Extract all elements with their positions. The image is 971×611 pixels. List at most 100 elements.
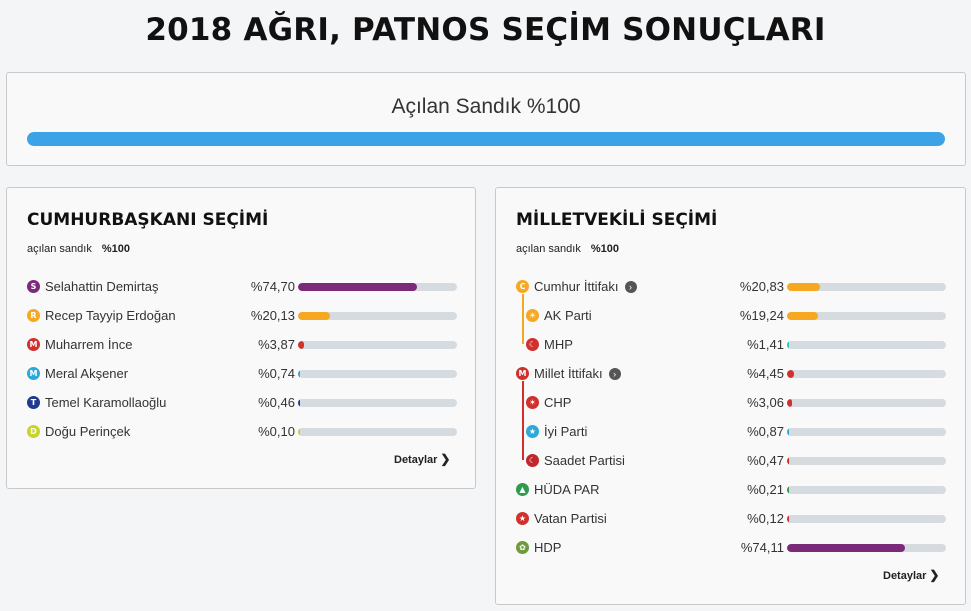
alliance-name: Cumhur İttifakı › (534, 279, 637, 294)
party-row: ★ Vatan Partisi %0,12 (516, 504, 946, 533)
party-vote-fill (787, 311, 818, 320)
name-text: HÜDA PAR (534, 482, 600, 497)
presidential-details-link[interactable]: Detaylar ❯ (394, 452, 450, 466)
party-vote-fill (787, 340, 790, 349)
party-name: AK Parti (544, 308, 592, 323)
candidate-vote-fill (298, 427, 300, 436)
candidate-row: M Meral Akşener %0,74 (27, 359, 457, 388)
alliance-branch-line (522, 381, 524, 460)
candidate-name: Recep Tayyip Erdoğan (45, 308, 176, 323)
party-vote-bar (787, 398, 946, 407)
candidate-row: D Doğu Perinçek %0,10 (27, 417, 457, 446)
party-logo-icon: ▲ (516, 483, 529, 496)
party-row: ▲ HÜDA PAR %0,21 (516, 475, 946, 504)
candidate-percent: %74,70 (250, 279, 295, 294)
presidential-title: CUMHURBAŞKANI SEÇİMİ (27, 210, 269, 230)
ballot-status-value: %100 (590, 243, 619, 255)
party-vote-fill (787, 485, 789, 494)
parliament-details-link[interactable]: Detaylar ❯ (883, 568, 939, 582)
candidate-initial-icon: R (27, 309, 40, 322)
ballot-progress-card: Açılan Sandık %100 (6, 72, 966, 166)
party-percent: %0,12 (747, 511, 784, 526)
chevron-right-icon: ❯ (440, 452, 451, 466)
party-logo-icon: C (516, 280, 529, 293)
alliance-branch-line (522, 294, 524, 344)
party-logo-icon: ✶ (526, 396, 539, 409)
candidate-row: T Temel Karamollaoğlu %0,46 (27, 388, 457, 417)
alliance-name: Millet İttifakı › (534, 366, 621, 381)
candidate-vote-fill (298, 340, 305, 349)
chevron-right-icon: ❯ (929, 568, 940, 582)
ballot-progress-bar (27, 132, 945, 146)
expand-chevron-icon[interactable]: › (608, 367, 621, 380)
name-text: Cumhur İttifakı (534, 279, 619, 294)
candidate-row: S Selahattin Demirtaş %74,70 (27, 272, 457, 301)
candidate-vote-bar (298, 427, 457, 436)
party-row: ☀ AK Parti %19,24 (516, 301, 946, 330)
candidate-vote-fill (298, 369, 300, 378)
candidate-row: M Muharrem İnce %3,87 (27, 330, 457, 359)
party-name: Vatan Partisi (534, 511, 607, 526)
party-vote-bar (787, 369, 946, 378)
name-text: Millet İttifakı (534, 366, 603, 381)
party-vote-bar (787, 514, 946, 523)
party-logo-icon: ✿ (516, 541, 529, 554)
party-percent: %19,24 (739, 308, 784, 323)
candidate-name: Temel Karamollaoğlu (45, 395, 167, 410)
party-vote-fill (787, 456, 789, 465)
party-vote-fill (787, 427, 789, 436)
party-row: ☾ MHP %1,41 (516, 330, 946, 359)
party-vote-bar (787, 340, 946, 349)
candidate-initial-icon: M (27, 338, 40, 351)
name-text: AK Parti (544, 308, 592, 323)
party-percent: %3,06 (747, 395, 784, 410)
party-name: HDP (534, 540, 561, 555)
party-percent: %0,47 (747, 453, 784, 468)
party-percent: %0,87 (747, 424, 784, 439)
candidate-percent: %3,87 (258, 337, 295, 352)
ballot-status-label: açılan sandık (27, 243, 92, 255)
candidate-vote-bar (298, 340, 457, 349)
party-vote-bar (787, 427, 946, 436)
party-vote-fill (787, 282, 821, 291)
party-name: Saadet Partisi (544, 453, 625, 468)
name-text: Vatan Partisi (534, 511, 607, 526)
candidate-vote-bar (298, 282, 457, 291)
party-vote-bar (787, 282, 946, 291)
name-text: MHP (544, 337, 573, 352)
name-text: İyi Parti (544, 424, 588, 439)
candidate-percent: %0,10 (258, 424, 295, 439)
candidate-vote-fill (298, 311, 330, 320)
party-logo-icon: ☀ (526, 309, 539, 322)
candidate-vote-bar (298, 311, 457, 320)
party-list: C Cumhur İttifakı › %20,83 ☀ AK Parti %19,24 ☾ M… (516, 272, 946, 562)
party-row: ★ İyi Parti %0,87 (516, 417, 946, 446)
alliance-row[interactable]: C Cumhur İttifakı › %20,83 (516, 272, 946, 301)
candidate-list: S Selahattin Demirtaş %74,70 R Recep Tayyip … (27, 272, 457, 446)
party-logo-icon: ☾ (526, 338, 539, 351)
party-percent: %74,11 (740, 540, 784, 555)
parliament-ballot-status: açılan sandık %100 (516, 243, 619, 255)
ballot-status-value: %100 (101, 243, 130, 255)
alliance-row[interactable]: M Millet İttifakı › %4,45 (516, 359, 946, 388)
expand-chevron-icon[interactable]: › (624, 280, 637, 293)
ballot-progress-label: Açılan Sandık %100 (391, 95, 581, 118)
candidate-vote-bar (298, 369, 457, 378)
party-percent: %20,83 (739, 279, 784, 294)
details-label: Detaylar (883, 570, 927, 582)
party-row: ✿ HDP %74,11 (516, 533, 946, 562)
party-row: ✶ CHP %3,06 (516, 388, 946, 417)
candidate-name: Muharrem İnce (45, 337, 133, 352)
party-vote-fill (787, 543, 905, 552)
party-logo-icon: M (516, 367, 529, 380)
party-percent: %1,41 (747, 337, 784, 352)
name-text: CHP (544, 395, 572, 410)
party-logo-icon: ☾ (526, 454, 539, 467)
party-name: CHP (544, 395, 571, 410)
candidate-percent: %20,13 (250, 308, 295, 323)
presidential-ballot-status: açılan sandık %100 (27, 243, 130, 255)
party-vote-bar (787, 311, 946, 320)
candidate-vote-fill (298, 398, 300, 407)
details-label: Detaylar (394, 454, 438, 466)
party-vote-bar (787, 485, 946, 494)
